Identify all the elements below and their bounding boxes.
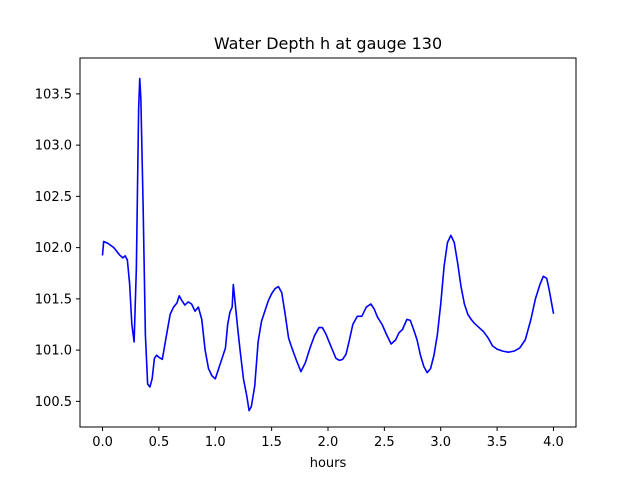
y-tick-label: 101.0 — [35, 344, 72, 359]
x-tick-label: 3.5 — [487, 435, 508, 450]
x-tick-label: 0.5 — [149, 435, 170, 450]
y-axis-ticks: 100.5 101.0 101.5 102.0 102.5 103.0 103.5 — [35, 87, 80, 410]
y-tick-label: 103.0 — [35, 139, 72, 154]
x-tick-label: 1.5 — [261, 435, 282, 450]
y-tick-label: 102.0 — [35, 241, 72, 256]
y-tick-label: 103.5 — [35, 87, 72, 102]
x-axis-ticks: 0.0 0.5 1.0 1.5 2.0 2.5 3.0 3.5 4.0 — [92, 427, 564, 450]
x-tick-label: 4.0 — [543, 435, 564, 450]
x-tick-label: 2.0 — [318, 435, 339, 450]
x-tick-label: 1.0 — [205, 435, 226, 450]
chart-title: Water Depth h at gauge 130 — [214, 34, 442, 53]
x-axis-label: hours — [310, 456, 347, 471]
x-tick-label: 0.0 — [92, 435, 113, 450]
y-tick-label: 100.5 — [35, 395, 72, 410]
water-depth-line — [101, 77, 555, 412]
y-tick-label: 101.5 — [35, 292, 72, 307]
x-tick-label: 2.5 — [374, 435, 395, 450]
y-tick-label: 102.5 — [35, 190, 72, 205]
x-tick-label: 3.0 — [430, 435, 451, 450]
